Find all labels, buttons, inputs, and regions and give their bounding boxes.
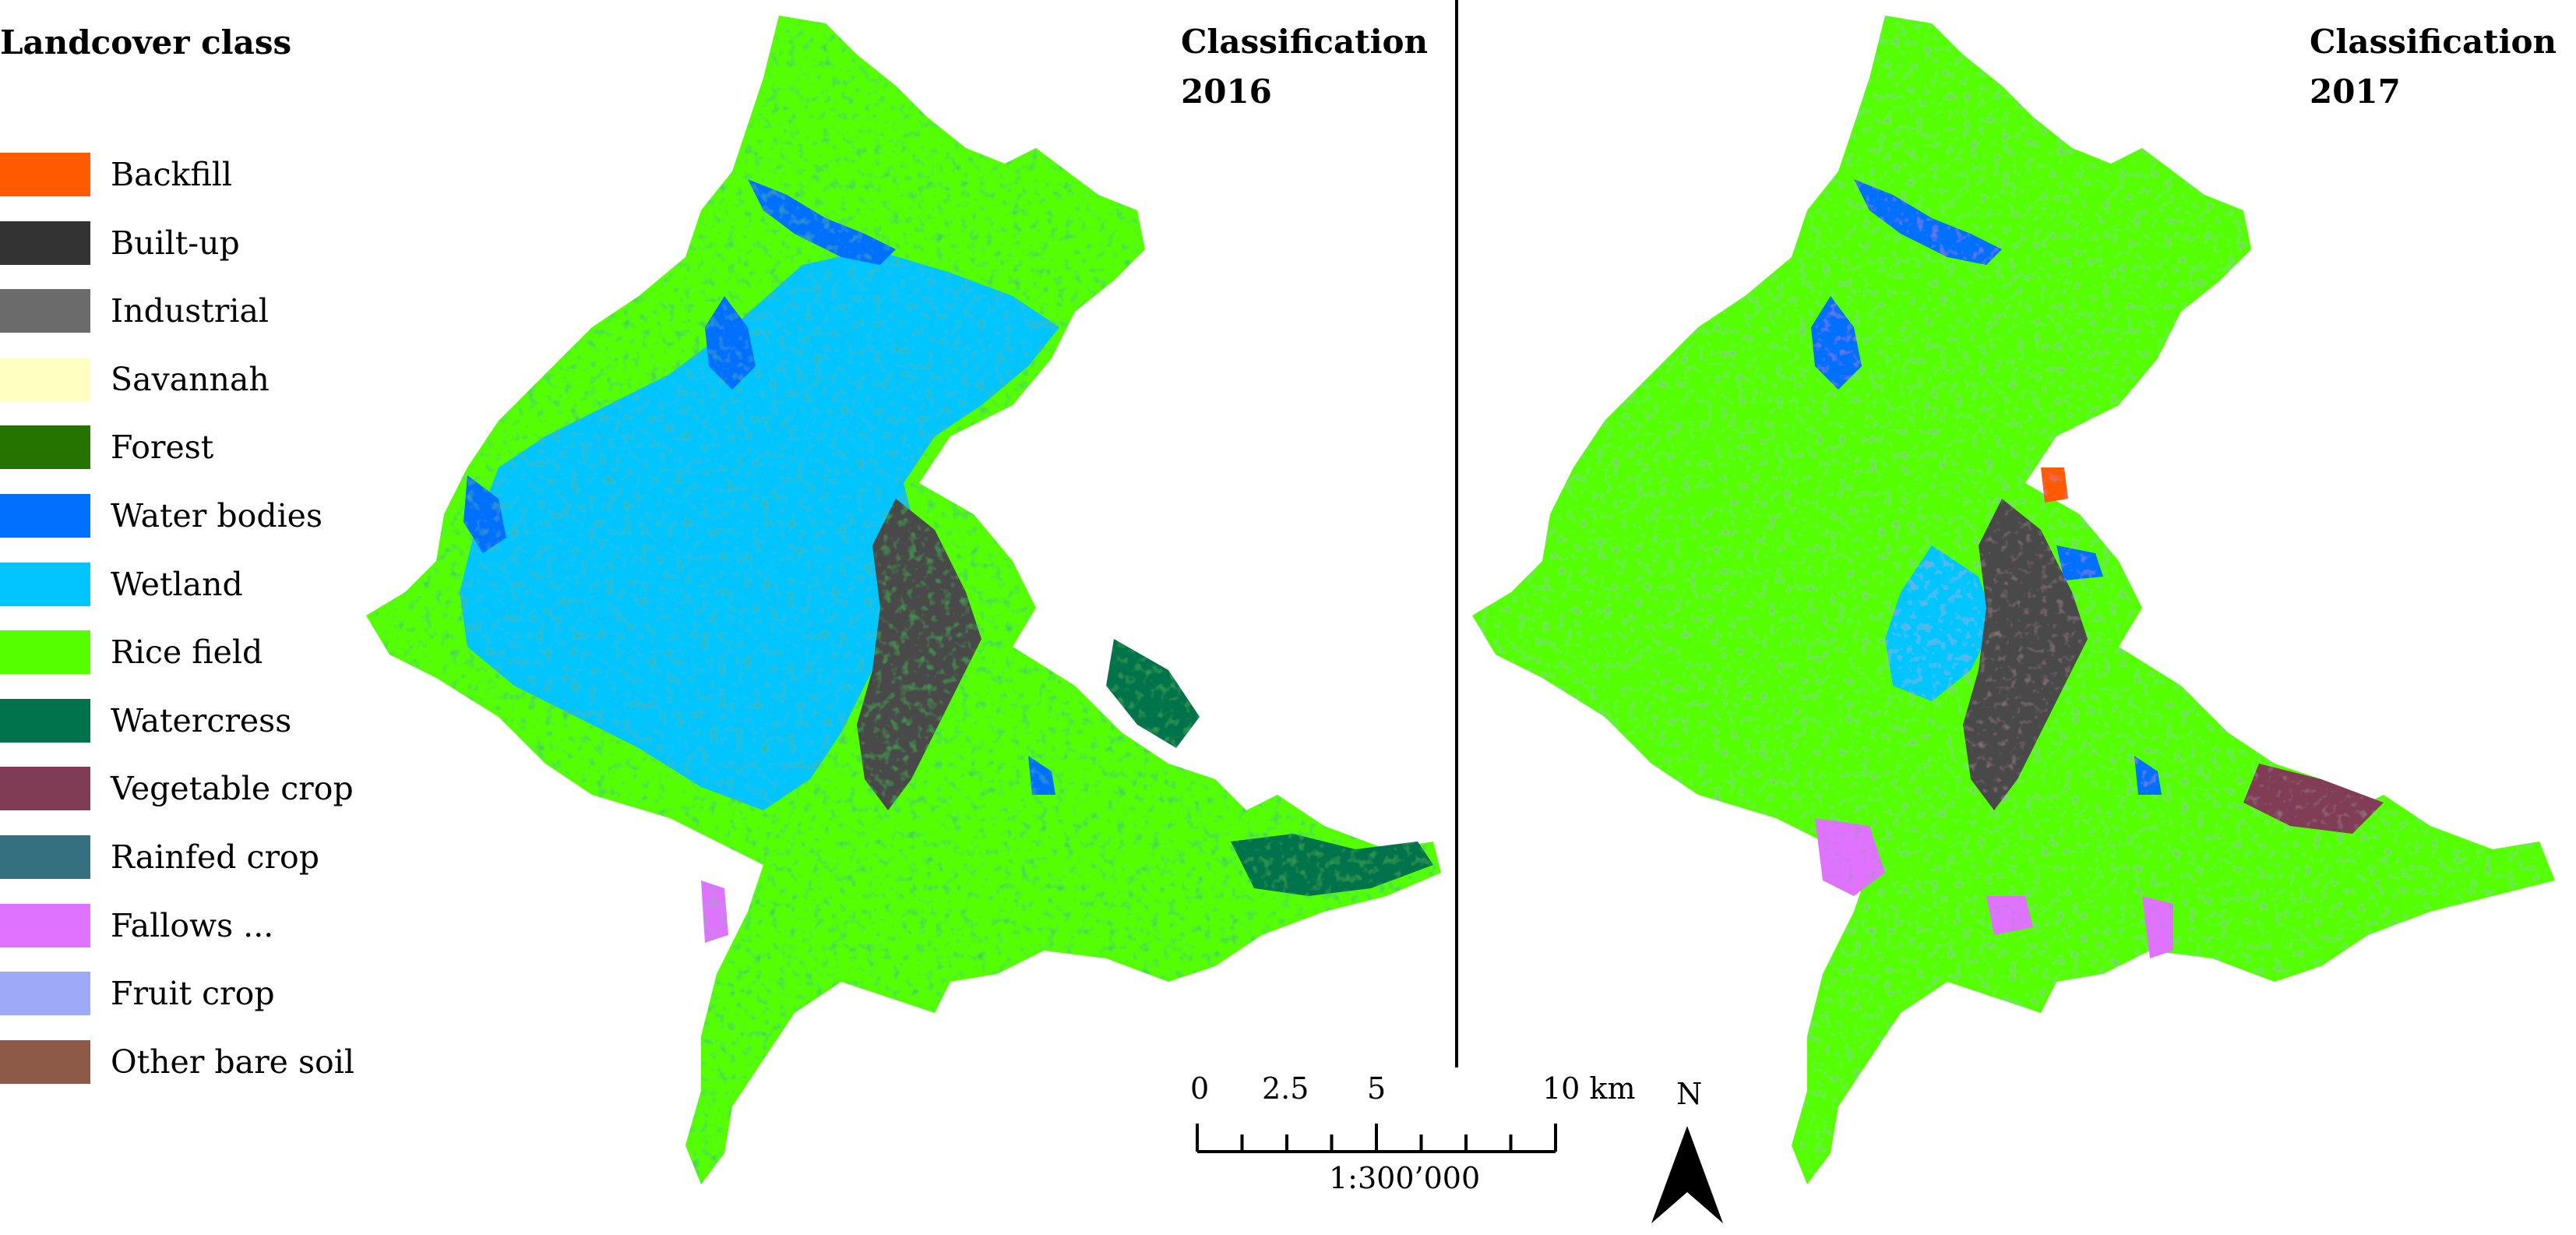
legend-label: Fruit crop (111, 975, 275, 1013)
map-2016-water-body (463, 475, 506, 553)
legend-label: Fallows ... (111, 906, 274, 944)
legend-swatch (0, 1039, 90, 1084)
map-2016 (366, 16, 1441, 1184)
legend-swatch (0, 357, 90, 401)
legend-label: Backfill (111, 156, 232, 193)
legend-item: Water bodies (0, 494, 405, 539)
legend-swatch (0, 767, 90, 811)
scale-tick-label: 0 (1190, 1071, 1210, 1106)
map-2016-water-body (748, 179, 896, 265)
legend-label: Vegetable crop (111, 770, 354, 808)
legend-swatch (0, 494, 90, 538)
legend-label: Water bodies (111, 497, 322, 535)
legend-item: Other bare soil (0, 1039, 405, 1085)
map-2016-fallows-region (701, 880, 728, 943)
legend-swatch (0, 903, 90, 947)
panel-title-2017: Classification 2017 (2310, 23, 2557, 111)
legend-swatch (0, 972, 90, 1016)
legend-item: Fallows ... (0, 903, 405, 949)
legend-item: Rainfed crop (0, 835, 405, 880)
map-2017-water-body (2134, 756, 2162, 795)
map-2017-built-up-region (1963, 499, 2088, 810)
legend-item: Wetland (0, 562, 405, 608)
map-2016-watercress-region (1106, 639, 1200, 748)
scale-tick-label: 5 (1367, 1071, 1387, 1106)
map-2017-vegetable-crop-region (2243, 764, 2384, 834)
map-2016-water-body (1028, 756, 1055, 795)
legend-label: Other bare soil (111, 1043, 354, 1081)
legend-label: Wetland (111, 565, 243, 603)
legend-item: Savannah (0, 357, 405, 403)
legend-title: Landcover class (0, 23, 292, 62)
north-arrow (1651, 1126, 1723, 1223)
legend-item: Vegetable crop (0, 767, 405, 812)
map-2017-water-body (1854, 179, 2002, 265)
legend-item: Watercress (0, 698, 405, 744)
legend-label: Rainfed crop (111, 838, 319, 876)
legend-label: Watercress (111, 701, 292, 739)
scale-tick-label: 2.5 (1262, 1071, 1309, 1106)
legend-swatch (0, 221, 90, 265)
panel-title-2016: Classification 2016 (1181, 23, 1429, 111)
legend-swatch (0, 562, 90, 606)
legend-swatch (0, 835, 90, 879)
legend-label: Built-up (111, 224, 240, 262)
legend-swatch (0, 698, 90, 743)
legend-item: Forest (0, 425, 405, 471)
scale-ratio: 1:300’000 (1329, 1161, 1481, 1195)
legend-item: Rice field (0, 630, 405, 676)
legend-item: Industrial (0, 289, 405, 334)
map-2017-fallows-region (1815, 818, 1885, 896)
north-arrow-label: N (1676, 1077, 1703, 1111)
map-2017-water-body (1811, 296, 1862, 390)
scale-tick-label: 10 km (1542, 1071, 1636, 1106)
legend-swatch (0, 425, 90, 470)
map-2016-watercress-region (1231, 834, 1433, 896)
legend-swatch (0, 153, 90, 196)
legend-label: Rice field (111, 633, 263, 672)
scale-bar (1196, 1124, 1557, 1153)
map-2017-fallows-region (2142, 896, 2173, 958)
legend-swatch (0, 289, 90, 333)
north-arrow-icon (1651, 1126, 1723, 1223)
legend-label: Forest (111, 429, 214, 467)
map-2016-water-body (705, 296, 756, 390)
map-2017-fallows-region (1986, 896, 2033, 935)
map-2017-wetland-region (1885, 545, 1994, 701)
map-2017-water-body (2056, 545, 2103, 580)
legend-label: Industrial (111, 292, 270, 330)
map-2016-wetland-region (460, 249, 1059, 810)
legend-item: Built-up (0, 221, 405, 266)
legend-label: Savannah (111, 360, 270, 398)
legend-swatch (0, 630, 90, 675)
legend-item: Fruit crop (0, 972, 405, 1017)
map-2017 (1472, 16, 2555, 1184)
map-2016-built-up-region (857, 499, 981, 810)
map-2017-backfill-patch (2041, 468, 2068, 503)
legend-item: Backfill (0, 153, 405, 198)
